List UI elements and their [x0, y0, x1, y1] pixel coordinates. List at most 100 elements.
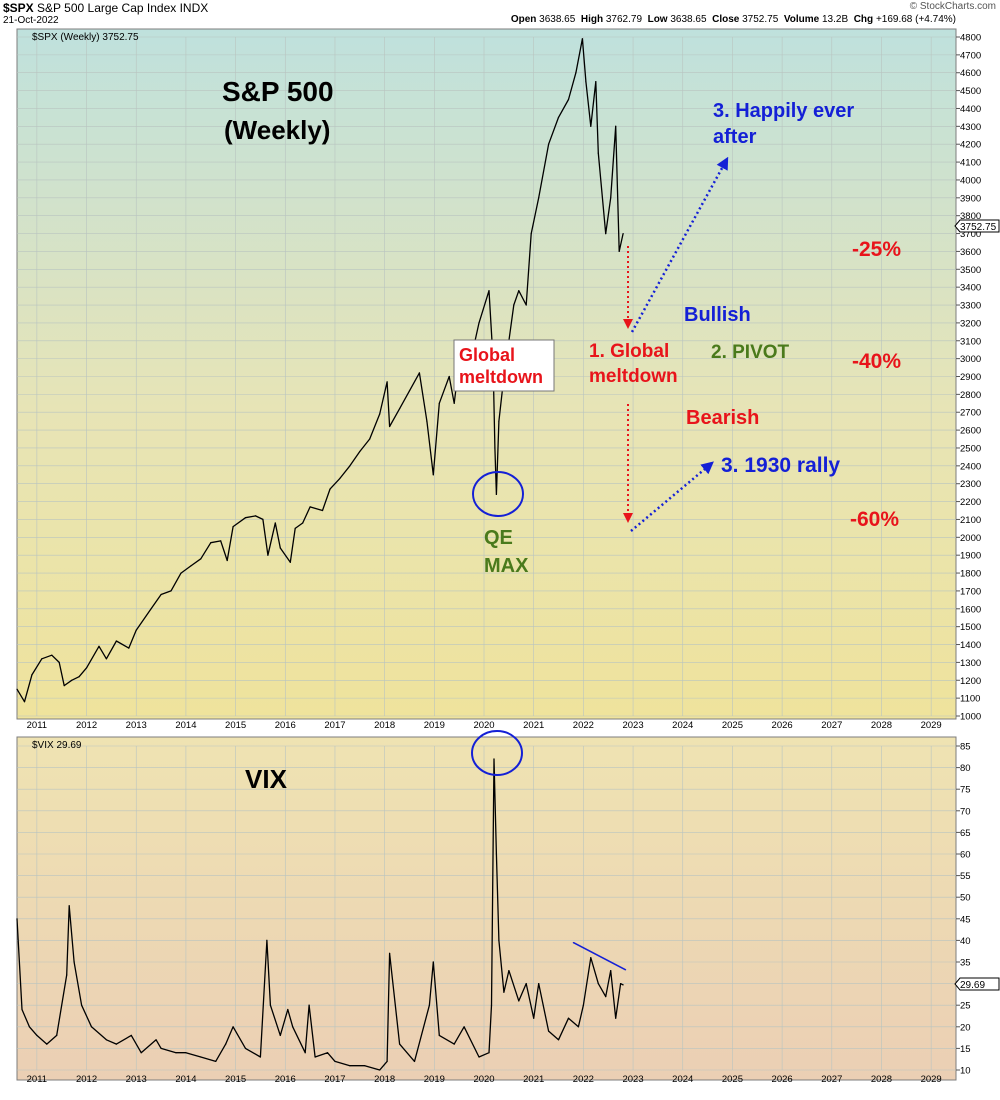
spx-data-point — [86, 667, 88, 669]
vix-data-point — [533, 1017, 535, 1019]
spx-data-point — [548, 143, 550, 145]
spx-data-point — [518, 290, 520, 292]
spx-y-axis: 1000 1100 1200 1300 1400 1500 1600 1700 1800 1900… — [956, 33, 981, 723]
vix-data-point — [21, 1008, 23, 1011]
vix-data-point — [615, 1017, 617, 1019]
spx-data-point — [289, 561, 291, 563]
spx-data-point — [220, 540, 222, 542]
vix-data-point — [292, 1026, 294, 1028]
spx-legend: $SPX (Weekly) 3752.75 — [32, 32, 139, 43]
spx-data-point — [448, 375, 450, 378]
vix-y-tick-label: 35 — [960, 958, 971, 969]
vix-data-point — [308, 1004, 310, 1006]
spx-data-point — [399, 408, 401, 410]
vix-series-line-1 — [573, 941, 626, 971]
spx-y-tick-label: 1300 — [960, 658, 981, 669]
spx-y-tick-label: 2100 — [960, 515, 981, 526]
spx-data-point — [98, 645, 100, 647]
spx-y-tick-label: 1600 — [960, 604, 981, 615]
spx-data-point — [226, 559, 228, 562]
vix-data-point — [478, 1056, 480, 1058]
global-meltdown-box — [453, 339, 555, 392]
vix-data-point — [379, 1069, 381, 1071]
vix-data-point — [81, 1004, 83, 1006]
vix-data-point — [140, 1052, 142, 1054]
vix-x-tick-label: 2011 — [27, 1074, 47, 1085]
spx-y-tick-label: 1800 — [960, 569, 981, 580]
open-value: 3638.65 — [539, 14, 576, 25]
spx-data-point — [31, 674, 33, 676]
spx-data-point — [575, 72, 577, 74]
qe-label: QE — [484, 527, 513, 549]
vix-data-point — [413, 1060, 416, 1062]
spx-x-tick-label: 2019 — [424, 720, 445, 731]
vix-data-point — [577, 1026, 580, 1028]
annotation-bearish: Bearish — [686, 407, 759, 429]
spx-data-point — [294, 527, 296, 530]
vix-x-tick-label: 2020 — [473, 1074, 494, 1085]
spx-data-point — [426, 420, 428, 422]
vix-x-tick-label: 2021 — [523, 1074, 544, 1085]
spx-data-point — [498, 420, 500, 422]
low-value: 3638.65 — [670, 14, 707, 25]
spx-data-point — [78, 676, 80, 678]
vix-data-point — [498, 939, 500, 942]
spx-data-point — [150, 608, 152, 610]
symbol-line: $SPX S&P 500 Large Cap Index INDX — [3, 1, 208, 15]
spx-y-tick-label: 4200 — [960, 140, 981, 151]
vix-y-tick-label: 60 — [960, 850, 971, 861]
spx-y-tick-label: 3600 — [960, 247, 981, 258]
spx-last-value-tag-box — [954, 219, 1000, 233]
vix-data-point — [244, 1047, 247, 1049]
chart-date: 21-Oct-2022 — [3, 15, 59, 26]
vix-data-point — [73, 961, 75, 963]
spx-data-point — [262, 518, 264, 521]
vix-y-tick-label: 65 — [960, 828, 971, 839]
vix-y-tick-label: 50 — [960, 893, 971, 904]
vix-data-point — [364, 1065, 366, 1067]
vix-data-point — [525, 983, 527, 985]
vix-data-point — [115, 1043, 117, 1045]
spx-y-tick-label: 1500 — [960, 622, 981, 633]
spx-data-point — [581, 38, 584, 40]
vix-data-point — [399, 1043, 401, 1045]
vix-x-tick-label: 2016 — [275, 1074, 296, 1085]
vix-data-point — [155, 1039, 157, 1041]
spx-data-point — [23, 701, 26, 703]
spx-data-point — [267, 554, 269, 556]
vix-data-point — [572, 942, 575, 944]
spx-y-tick-label: 2200 — [960, 497, 981, 508]
vix-data-point — [326, 1052, 329, 1054]
vix-data-point — [490, 1004, 493, 1006]
spx-last-value-tag: 3752.75 — [960, 222, 997, 233]
spx-data-point — [567, 98, 570, 101]
spx-data-point — [160, 593, 162, 596]
spx-y-tick-label: 1900 — [960, 551, 981, 562]
spx-x-tick-label: 2015 — [225, 720, 246, 731]
spx-x-tick-label: 2011 — [27, 720, 47, 731]
vix-y-tick-label: 40 — [960, 936, 971, 947]
spx-y-tick-label: 4800 — [960, 33, 981, 44]
vix-data-point — [625, 969, 627, 971]
vix-data-point — [508, 970, 510, 972]
spx-y-tick-label: 1700 — [960, 586, 981, 597]
spx-data-point — [349, 465, 351, 467]
vix-data-point — [518, 1000, 520, 1002]
vix-x-tick-label: 2027 — [821, 1074, 842, 1085]
chart-header: $SPX S&P 500 Large Cap Index INDX 21-Oct… — [0, 0, 1000, 30]
spx-y-tick-label: 3000 — [960, 354, 981, 365]
spx-data-point — [58, 661, 60, 664]
spx-data-point — [438, 402, 440, 404]
qe-max-circle — [472, 471, 524, 517]
spx-data-point — [41, 658, 43, 660]
spx-y-tick-label: 2300 — [960, 479, 981, 490]
annotation-global-meltdown-line1: 1. Global meltdown — [589, 341, 678, 387]
vix-x-tick-label: 2025 — [722, 1074, 743, 1085]
vix-y-tick-label: 15 — [960, 1044, 971, 1055]
spx-data-point — [339, 477, 341, 479]
spx-y-tick-label: 1400 — [960, 640, 981, 651]
vix-data-point — [90, 1026, 93, 1028]
spx-y-tick-label: 2900 — [960, 372, 981, 383]
spx-x-tick-label: 2017 — [324, 720, 345, 731]
vix-y-tick-label: 45 — [960, 914, 971, 925]
